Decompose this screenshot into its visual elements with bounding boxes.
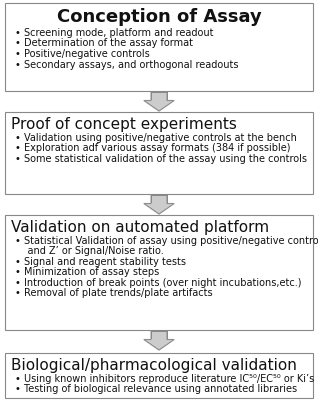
Text: • Introduction of break points (over night incubations,etc.): • Introduction of break points (over nig… (15, 277, 301, 287)
Text: and Z’ or Signal/Noise ratio.: and Z’ or Signal/Noise ratio. (15, 246, 164, 256)
Text: Conception of Assay: Conception of Assay (57, 8, 261, 26)
Bar (5, 113, 313, 194)
Text: • Testing of biological relevance using annotated libraries: • Testing of biological relevance using … (15, 383, 297, 393)
Bar (151, 93, 167, 101)
Text: • Removal of plate trends/plate artifacts: • Removal of plate trends/plate artifact… (15, 288, 213, 298)
Bar (151, 196, 167, 204)
Polygon shape (144, 204, 174, 215)
Text: • Positive/negative controls: • Positive/negative controls (15, 49, 150, 59)
Polygon shape (144, 101, 174, 112)
Polygon shape (144, 340, 174, 350)
Text: • Validation using positive/negative controls at the bench: • Validation using positive/negative con… (15, 133, 297, 143)
Text: • Secondary assays, and orthogonal readouts: • Secondary assays, and orthogonal reado… (15, 59, 238, 69)
Text: • Signal and reagent stability tests: • Signal and reagent stability tests (15, 256, 186, 266)
Text: • Minimization of assay steps: • Minimization of assay steps (15, 267, 159, 277)
Bar (5, 353, 313, 398)
Text: Validation on automated platform: Validation on automated platform (11, 219, 269, 235)
Bar (151, 331, 167, 340)
Text: Biological/pharmacological validation: Biological/pharmacological validation (11, 357, 297, 372)
Text: • Determination of the assay format: • Determination of the assay format (15, 38, 193, 49)
Text: • Exploration adf various assay formats (384 if possible): • Exploration adf various assay formats … (15, 143, 291, 153)
Text: • Using known inhibitors reproduce literature IC⁵⁰/EC⁵⁰ or Ki’s: • Using known inhibitors reproduce liter… (15, 373, 314, 383)
Text: • Some statistical validation of the assay using the controls: • Some statistical validation of the ass… (15, 154, 307, 164)
Text: Proof of concept experiments: Proof of concept experiments (11, 117, 237, 132)
Text: • Screening mode, platform and readout: • Screening mode, platform and readout (15, 28, 213, 38)
Bar (5, 4, 313, 92)
Bar (5, 215, 313, 330)
Text: • Statistical Validation of assay using positive/negative control: • Statistical Validation of assay using … (15, 235, 318, 245)
